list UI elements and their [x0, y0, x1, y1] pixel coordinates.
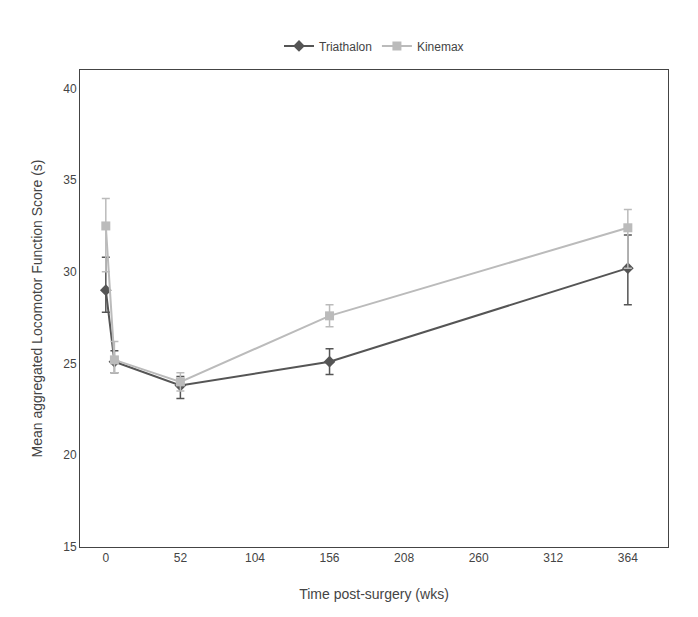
svg-text:208: 208 — [394, 551, 414, 565]
svg-text:312: 312 — [543, 551, 563, 565]
svg-text:0: 0 — [102, 551, 109, 565]
svg-text:Triathalon: Triathalon — [319, 40, 372, 54]
svg-text:364: 364 — [618, 551, 638, 565]
svg-text:104: 104 — [245, 551, 265, 565]
svg-text:15: 15 — [63, 540, 77, 554]
svg-text:25: 25 — [63, 357, 77, 371]
svg-text:20: 20 — [63, 448, 77, 462]
svg-text:Kinemax: Kinemax — [417, 40, 464, 54]
svg-text:Mean aggregated Locomotor Func: Mean aggregated Locomotor Function Score… — [29, 159, 45, 457]
svg-text:52: 52 — [174, 551, 188, 565]
svg-text:156: 156 — [320, 551, 340, 565]
svg-text:260: 260 — [469, 551, 489, 565]
svg-text:Time post-surgery (wks): Time post-surgery (wks) — [299, 586, 449, 602]
svg-text:40: 40 — [63, 82, 77, 96]
svg-text:30: 30 — [63, 265, 77, 279]
svg-text:35: 35 — [63, 173, 77, 187]
